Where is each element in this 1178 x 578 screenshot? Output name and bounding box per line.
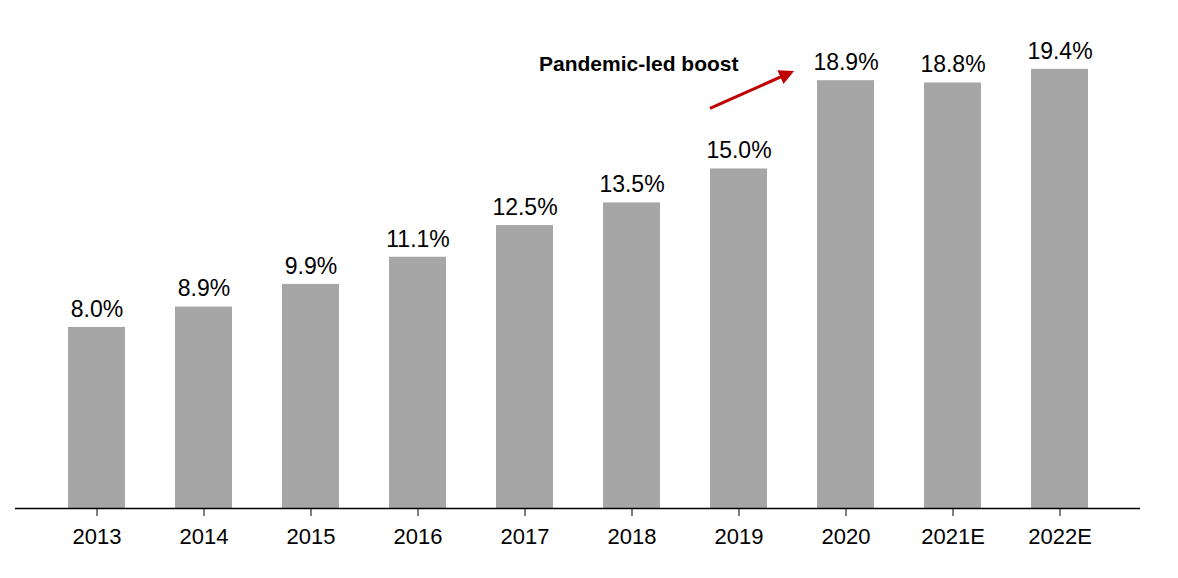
svg-text:15.0%: 15.0% [706,137,771,163]
svg-text:11.1%: 11.1% [386,226,450,252]
svg-text:18.9%: 18.9% [813,49,878,75]
svg-text:2019: 2019 [715,524,764,549]
svg-text:8.0%: 8.0% [71,296,123,322]
svg-text:12.5%: 12.5% [492,194,557,220]
svg-text:9.9%: 9.9% [285,253,337,279]
svg-text:2018: 2018 [608,524,657,549]
svg-text:13.5%: 13.5% [599,171,664,197]
svg-text:8.9%: 8.9% [178,275,230,301]
svg-text:19.4%: 19.4% [1027,38,1092,64]
svg-text:2013: 2013 [73,524,122,549]
svg-text:Pandemic-led boost: Pandemic-led boost [539,52,739,75]
svg-text:2020: 2020 [822,524,871,549]
svg-text:2015: 2015 [287,524,336,549]
svg-text:2021E: 2021E [921,524,985,549]
svg-text:18.8%: 18.8% [920,51,985,77]
svg-text:2022E: 2022E [1028,524,1092,549]
svg-text:2017: 2017 [501,524,550,549]
svg-text:2016: 2016 [394,524,443,549]
svg-text:2014: 2014 [180,524,229,549]
